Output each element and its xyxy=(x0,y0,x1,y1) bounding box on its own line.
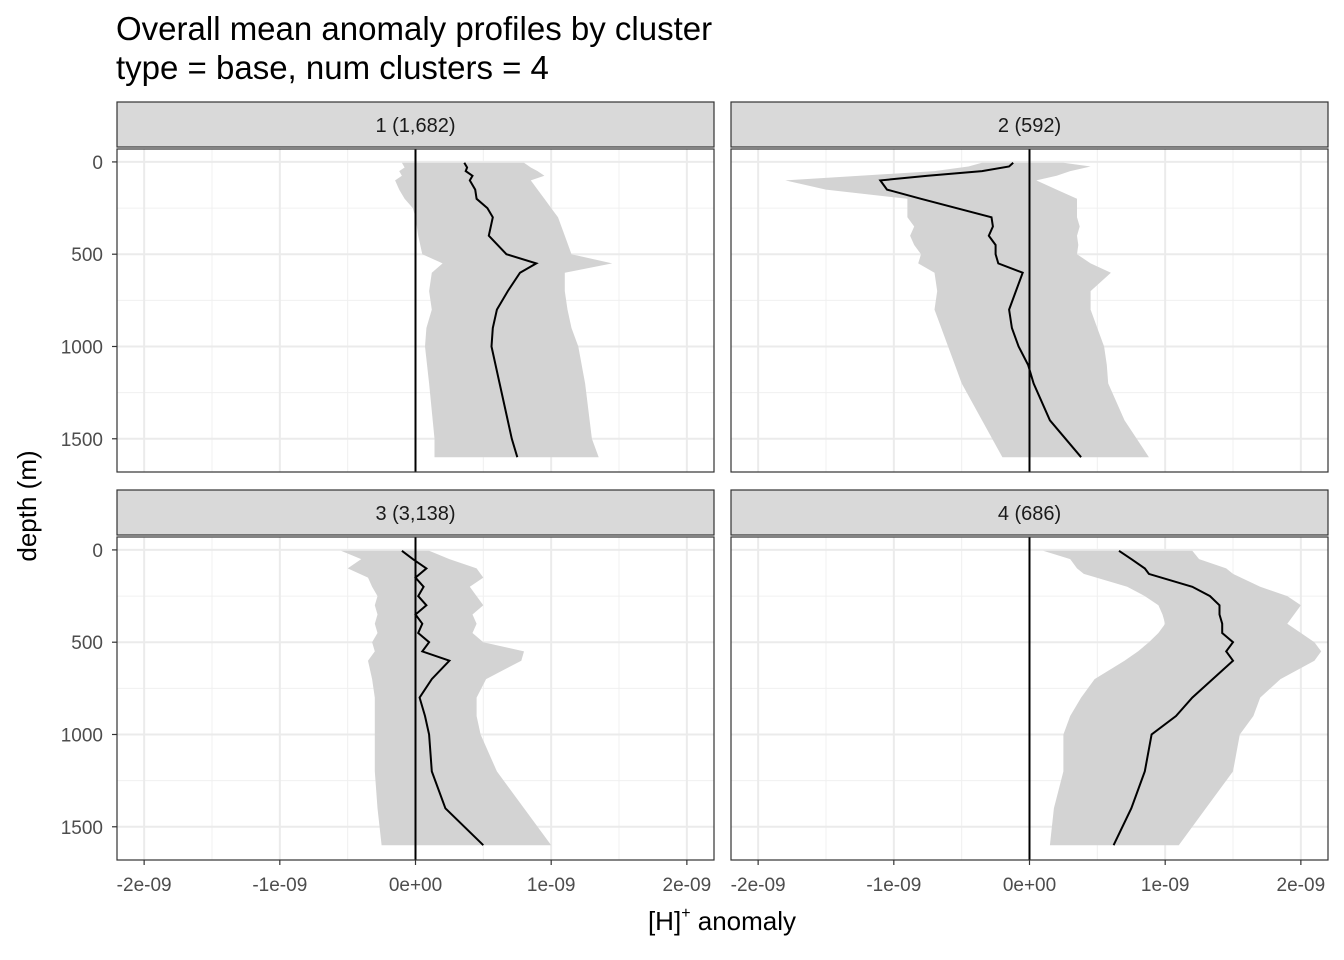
panel-strip-label: 1 (1,682) xyxy=(375,115,455,137)
x-tick-label: -1e-09 xyxy=(252,875,307,896)
x-tick-label: 2e-09 xyxy=(663,875,712,896)
panel-border xyxy=(116,148,715,473)
y-tick-label: 0 xyxy=(92,541,103,562)
x-tick-label: 1e-09 xyxy=(527,875,576,896)
mean-profile-line xyxy=(463,162,539,458)
x-tick-label: 1e-09 xyxy=(1141,875,1190,896)
mean-profile-line xyxy=(1112,549,1235,846)
y-tick-label: 500 xyxy=(71,245,103,266)
y-tick-label: 1500 xyxy=(61,818,103,839)
mean-profile-line xyxy=(878,162,1082,458)
panels-group: 1 (1,682) 0 500 1000 1500 2 (592) 3 (3,138) 0 50… xyxy=(61,101,1329,896)
panel-3: 3 (3,138) 0 500 1000 1500 -2e-09 -1e-09 0e+00 1e… xyxy=(61,489,715,896)
ribbon-band xyxy=(340,550,552,846)
panel-4: 4 (686) -2e-09 -1e-09 0e+00 1e-09 2e-09 xyxy=(730,489,1329,896)
x-axis-title: [H]+ anomaly xyxy=(648,905,796,936)
y-tick-label: 1000 xyxy=(61,337,103,358)
x-tick-label: 2e-09 xyxy=(1277,875,1326,896)
x-axis-title-rest: anomaly xyxy=(691,906,797,936)
panel-strip-label: 4 (686) xyxy=(998,503,1061,525)
y-tick-label: 0 xyxy=(92,153,103,174)
ribbon-band xyxy=(1043,550,1322,846)
panel-strip xyxy=(116,101,715,148)
x-tick-label: -2e-09 xyxy=(731,875,786,896)
x-axis-title-superscript: + xyxy=(681,905,690,922)
mean-profile-line xyxy=(401,550,484,846)
panel-strip xyxy=(730,101,1329,148)
x-tick-label: -2e-09 xyxy=(117,875,172,896)
panel-strip xyxy=(116,489,715,536)
ribbon-band xyxy=(785,162,1149,458)
x-tick-label: -1e-09 xyxy=(866,875,921,896)
x-axis-title-main: [H] xyxy=(648,906,681,936)
panel-border xyxy=(730,148,1329,473)
panel-strip-label: 2 (592) xyxy=(998,115,1061,137)
panel-1: 1 (1,682) 0 500 1000 1500 xyxy=(61,101,715,473)
y-tick-label: 500 xyxy=(71,633,103,654)
panel-2: 2 (592) xyxy=(730,101,1329,473)
x-tick-label: 0e+00 xyxy=(389,875,442,896)
ribbon-band xyxy=(395,162,613,458)
chart-subtitle: type = base, num clusters = 4 xyxy=(116,49,549,86)
x-tick-label: 0e+00 xyxy=(1003,875,1056,896)
y-axis-title: depth (m) xyxy=(12,450,42,561)
y-tick-label: 1500 xyxy=(61,430,103,451)
panel-strip xyxy=(730,489,1329,536)
panel-strip-label: 3 (3,138) xyxy=(375,503,455,525)
chart-title: Overall mean anomaly profiles by cluster xyxy=(116,10,712,47)
y-tick-label: 1000 xyxy=(61,725,103,746)
